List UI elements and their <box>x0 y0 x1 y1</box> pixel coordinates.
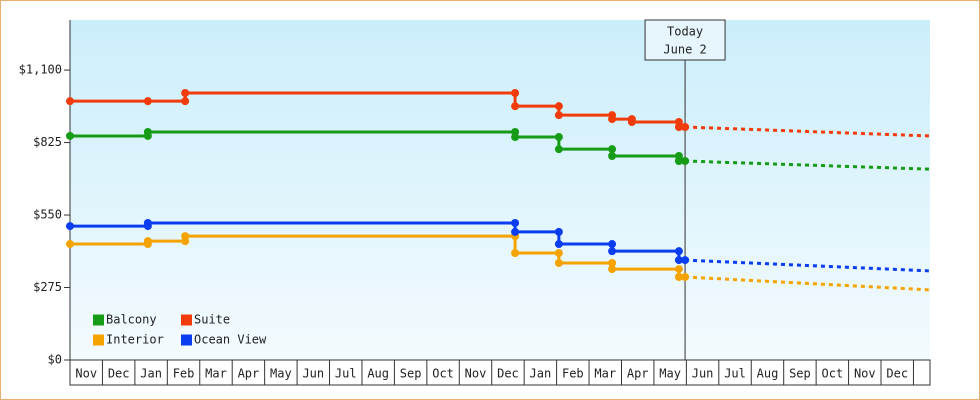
point <box>181 97 190 106</box>
y-tick-label: $0 <box>48 353 62 367</box>
x-tick-label: Feb <box>562 367 584 381</box>
x-tick-label: Jan <box>140 367 162 381</box>
legend-label: Balcony <box>106 313 157 327</box>
x-tick-label: Oct <box>432 367 454 381</box>
point <box>554 248 563 257</box>
y-tick-label: $550 <box>33 208 62 222</box>
point <box>66 240 74 249</box>
point <box>511 248 520 257</box>
legend-label: Ocean View <box>194 333 267 347</box>
x-tick-label: Jun <box>302 367 324 381</box>
point <box>681 272 690 281</box>
legend-label: Interior <box>106 333 164 347</box>
legend-swatch <box>181 334 192 346</box>
x-tick-label: Dec <box>108 367 130 381</box>
x-tick-label: Oct <box>822 367 844 381</box>
point <box>143 218 152 227</box>
point <box>511 218 520 227</box>
point <box>674 265 683 274</box>
x-tick-label: May <box>270 367 292 381</box>
y-tick-label: $1,100 <box>19 63 62 77</box>
plot-area <box>70 20 930 360</box>
x-tick-label: Apr <box>238 367 260 381</box>
point <box>608 247 617 256</box>
legend-swatch <box>181 314 192 326</box>
point <box>181 232 190 241</box>
x-tick-label: Mar <box>594 367 616 381</box>
legend-swatch <box>93 334 104 346</box>
x-tick-label: Mar <box>205 367 227 381</box>
point <box>681 256 690 265</box>
x-tick-label: Apr <box>627 367 649 381</box>
point <box>608 145 617 154</box>
x-tick-label: Dec <box>497 367 519 381</box>
legend-label: Suite <box>194 313 230 327</box>
point <box>554 227 563 236</box>
point <box>681 123 690 132</box>
point <box>511 89 520 98</box>
x-tick-label: Jun <box>692 367 714 381</box>
point <box>554 145 563 154</box>
point <box>66 97 74 106</box>
point <box>674 272 683 281</box>
point <box>554 240 563 249</box>
x-tick-label: Sep <box>400 367 422 381</box>
point <box>674 247 683 256</box>
y-tick-label: $275 <box>33 280 62 294</box>
point <box>608 240 617 249</box>
point <box>143 97 152 106</box>
point <box>608 115 617 124</box>
point <box>608 265 617 274</box>
x-tick-label: Nov <box>465 367 487 381</box>
x-tick-label: May <box>659 367 681 381</box>
point <box>143 237 152 246</box>
today-label: June 2 <box>663 43 706 57</box>
point <box>681 157 690 166</box>
forecast-line <box>685 159 931 171</box>
point <box>674 256 683 265</box>
point <box>511 133 520 142</box>
point <box>143 128 152 137</box>
point <box>66 131 74 140</box>
x-tick-label: Aug <box>367 367 389 381</box>
today-label: Today <box>667 25 703 39</box>
x-tick-label: Jul <box>724 367 746 381</box>
forecast-line <box>685 258 931 273</box>
x-axis-band <box>69 359 931 386</box>
point <box>66 222 74 231</box>
x-tick-label: Dec <box>886 367 908 381</box>
point <box>608 152 617 160</box>
legend-swatch <box>93 314 104 326</box>
point <box>674 157 683 166</box>
series-line <box>70 234 686 279</box>
x-tick-label: Sep <box>789 367 811 381</box>
point <box>554 133 563 142</box>
x-tick-label: Aug <box>757 367 779 381</box>
x-tick-label: Nov <box>75 367 97 381</box>
point <box>554 102 563 111</box>
y-tick-label: $825 <box>33 135 62 149</box>
x-tick-label: Nov <box>854 367 876 381</box>
forecast-line <box>685 125 931 138</box>
x-tick-label: Feb <box>173 367 195 381</box>
point <box>627 118 636 126</box>
point <box>674 123 683 132</box>
point <box>511 102 520 111</box>
forecast-line <box>684 275 931 292</box>
point <box>181 89 190 98</box>
point <box>554 259 563 268</box>
x-tick-label: Jul <box>335 367 357 381</box>
point <box>511 227 520 236</box>
point <box>608 259 617 268</box>
today-box <box>644 19 726 61</box>
x-tick-label: Jan <box>530 367 552 381</box>
point <box>554 111 563 120</box>
